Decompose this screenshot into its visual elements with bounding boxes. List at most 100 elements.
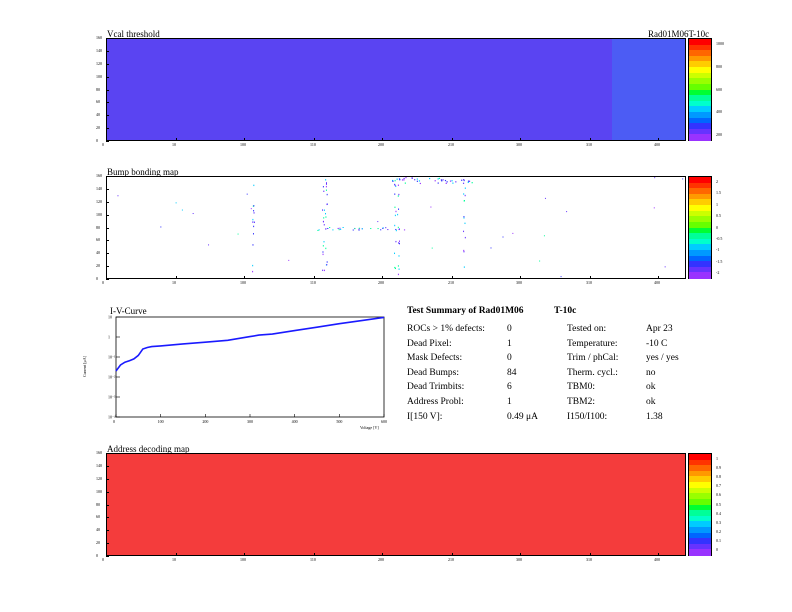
palette-segment (689, 67, 711, 74)
iv-ytick-label: 10⁻⁴ (108, 415, 116, 420)
map1-ytick (106, 89, 109, 91)
bump-dot (326, 263, 328, 266)
iv-ytick-label: 10⁻² (108, 375, 116, 380)
bump-dot (398, 242, 400, 244)
palette-segment (689, 55, 711, 63)
iv-ytick-label: 10⁻¹ (108, 355, 116, 360)
bump-dot (323, 241, 325, 243)
summary-right-value: ok (646, 382, 656, 393)
map2-ytick-label: 100 (96, 211, 102, 217)
map4-ytick (106, 517, 109, 519)
map4-xtick-label: 200 (378, 557, 384, 562)
summary-left-value: 1 (507, 397, 512, 407)
palette4-label: 0.1 (716, 537, 721, 543)
map2-ytick-label: 40 (96, 250, 100, 256)
map2-xtick (382, 276, 383, 279)
map2-ytick-label: 160 (96, 173, 102, 178)
bump-dot (431, 247, 433, 249)
bump-dot (394, 266, 396, 269)
bump-dot (325, 247, 327, 250)
bump-dot (543, 235, 545, 237)
palette-segment (689, 498, 711, 506)
palette-segment (689, 233, 711, 240)
bump-dot (449, 180, 452, 182)
bump-dot (370, 228, 372, 230)
bump-dot (401, 179, 404, 181)
map2-ytick (106, 253, 109, 255)
bump-dot (463, 179, 465, 182)
map4-xtick-label: 300 (516, 557, 522, 562)
map1-xtick-label: 400 (654, 142, 660, 147)
palette4-label: 0 (716, 547, 718, 552)
iv-xtick-label: 600 (381, 419, 387, 424)
bump-dot (253, 221, 255, 223)
palette4-label: 0.9 (716, 465, 721, 471)
bump-bonding-title: Bump bonding map (107, 167, 179, 177)
bump-dot (396, 178, 398, 180)
map1-ytick (106, 115, 109, 117)
bump-dot (395, 210, 397, 213)
bump-dot (399, 179, 401, 181)
map1-xtick (106, 138, 107, 141)
map1-xtick-label: 0 (102, 142, 104, 147)
bump-dot (682, 178, 684, 180)
map1-ytick (106, 38, 109, 39)
summary-left-value: 0 (507, 324, 512, 334)
bump-dot (437, 182, 439, 184)
palette-segment (689, 221, 711, 229)
bump-dot (252, 270, 254, 273)
bump-dot (397, 265, 399, 267)
bump-dot (394, 183, 396, 186)
bump-dot (352, 229, 354, 231)
map4-xtick-label: 310 (586, 557, 592, 562)
summary-title: Test Summary of Rad01M06 (407, 306, 524, 316)
palette-segment (689, 61, 711, 68)
bump-dot (325, 216, 327, 218)
map4-ytick (106, 491, 109, 493)
bump-dot (462, 182, 465, 184)
bump-dot (322, 245, 324, 247)
summary-right-label: Temperature: (567, 338, 618, 349)
palette4-label: 0.3 (716, 519, 721, 525)
palette1-label: 400 (716, 109, 722, 115)
bump-dot (322, 253, 324, 256)
palette-segment (689, 470, 711, 478)
map4-ytick-label: 140 (96, 462, 102, 468)
palette-segment (689, 532, 711, 539)
map1-xtick (176, 138, 177, 141)
bump-dot (398, 268, 400, 270)
map1-xtick-label: 100 (240, 142, 246, 147)
bump-dot (394, 267, 396, 270)
bump-dot (464, 187, 466, 189)
bump-dot (253, 184, 255, 187)
bump-dot (325, 212, 327, 215)
summary-left-value: 6 (507, 382, 512, 393)
map4-ytick-label: 60 (96, 514, 100, 520)
iv-xtick-label: 200 (202, 419, 208, 424)
palette2-label: 2 (716, 179, 718, 184)
palette4-label: 1 (716, 456, 718, 461)
bump-dot (358, 229, 360, 231)
bump-dot (394, 179, 396, 182)
bump-dot (326, 203, 328, 205)
map2-xtick (106, 276, 107, 279)
map1-xtick (452, 138, 453, 141)
bump-dot (380, 229, 382, 231)
bump-dot (181, 209, 183, 211)
map1-xtick-label: 110 (310, 142, 316, 147)
bump-dot (339, 228, 342, 230)
map4-xtick (452, 553, 453, 556)
palette-segment (689, 188, 711, 195)
summary-right-value: 1.38 (646, 411, 663, 422)
palette-segment (689, 89, 711, 96)
summary-left-label: I[150 V]: (407, 411, 443, 422)
bump-dot (560, 276, 562, 278)
map4-ytick (106, 453, 109, 454)
bump-dot (463, 249, 465, 252)
bump-dot (444, 179, 447, 182)
map4-xtick-label: 100 (240, 557, 246, 562)
bump-dot (323, 217, 325, 219)
bump-dot (323, 209, 325, 211)
iv-curve-title: I-V-Curve (110, 306, 147, 316)
bump-dot (468, 180, 471, 182)
